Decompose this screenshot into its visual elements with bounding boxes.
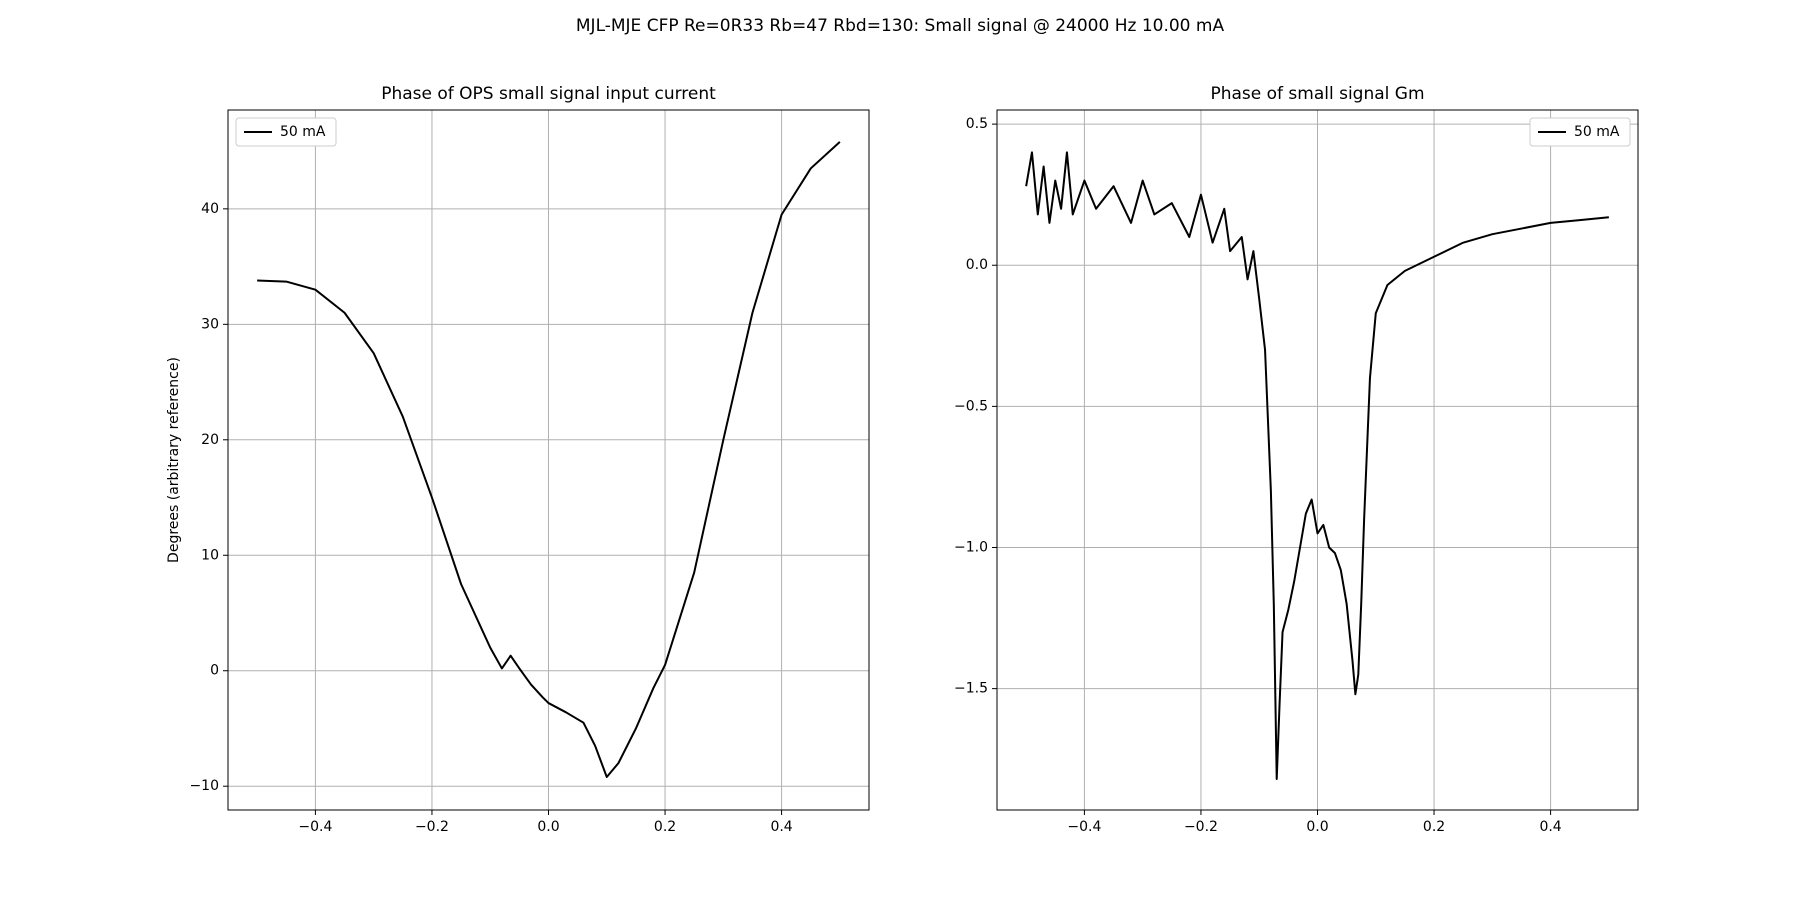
legend-label: 50 mA	[1574, 124, 1620, 140]
y-tick-label: 30	[201, 316, 219, 332]
legend-box	[235, 117, 337, 147]
x-tick-label: 0.4	[770, 819, 792, 835]
x-tick-label: 0.4	[1539, 819, 1561, 835]
y-tick-label: 10	[201, 547, 219, 563]
y-tick-label: 40	[201, 201, 219, 217]
legend-box	[1529, 117, 1631, 147]
y-axis-label: Degrees (arbitrary reference)	[166, 357, 182, 563]
y-tick-label: −0.5	[954, 398, 988, 414]
x-tick-label: −0.2	[415, 819, 449, 835]
y-tick-label: 0.0	[966, 257, 988, 273]
y-tick-label: 0	[210, 663, 219, 679]
figure-title: MJL-MJE CFP Re=0R33 Rb=47 Rbd=130: Small…	[576, 16, 1225, 36]
y-tick-label: −1.5	[954, 681, 988, 697]
x-tick-label: 0.0	[537, 819, 559, 835]
axes-frame	[227, 109, 870, 811]
y-tick-label: 20	[201, 432, 219, 448]
legend-label: 50 mA	[280, 124, 326, 140]
data-line	[257, 141, 841, 778]
axes-title: Phase of small signal Gm	[1210, 84, 1424, 104]
x-tick-label: 0.0	[1306, 819, 1328, 835]
y-tick-label: −10	[189, 778, 219, 794]
x-tick-label: −0.4	[1067, 819, 1101, 835]
y-tick-label: −1.0	[954, 540, 988, 556]
legend: 50 mA	[1529, 117, 1631, 147]
x-tick-label: −0.2	[1184, 819, 1218, 835]
x-tick-label: 0.2	[1423, 819, 1445, 835]
axes-frame	[996, 109, 1639, 811]
legend: 50 mA	[235, 117, 337, 147]
y-tick-label: 0.5	[966, 116, 988, 132]
axes-title: Phase of OPS small signal input current	[381, 84, 716, 104]
x-tick-label: −0.4	[298, 819, 332, 835]
data-line	[1025, 151, 1609, 780]
x-tick-label: 0.2	[654, 819, 676, 835]
